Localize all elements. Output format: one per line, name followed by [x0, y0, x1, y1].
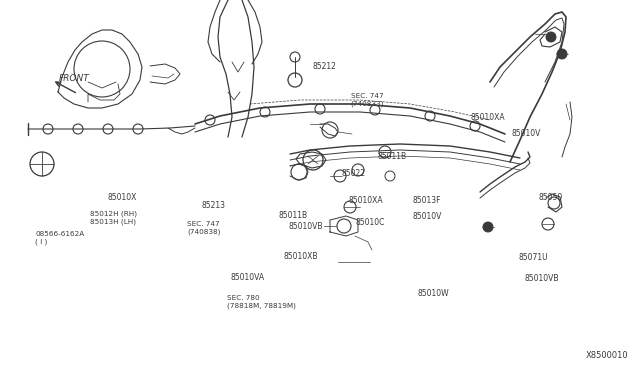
Text: 85010C: 85010C: [355, 218, 385, 227]
Text: 85010XA: 85010XA: [470, 113, 505, 122]
Text: FRONT: FRONT: [59, 74, 90, 83]
Circle shape: [557, 49, 567, 59]
Text: 85010W: 85010W: [417, 289, 449, 298]
Text: SEC. 747
(740833): SEC. 747 (740833): [351, 93, 384, 108]
Text: 85010X: 85010X: [108, 193, 137, 202]
Text: 85010XB: 85010XB: [284, 252, 318, 261]
Text: 85010XA: 85010XA: [348, 196, 383, 205]
Text: 85071U: 85071U: [518, 253, 548, 262]
Circle shape: [546, 32, 556, 42]
Text: 85010V: 85010V: [512, 129, 541, 138]
Text: 85010VA: 85010VA: [230, 273, 264, 282]
Circle shape: [483, 222, 493, 232]
Text: 85050: 85050: [539, 193, 563, 202]
Text: 85012H (RH)
85013H (LH): 85012H (RH) 85013H (LH): [90, 211, 136, 225]
Text: X8500010: X8500010: [586, 351, 628, 360]
Text: 85011B: 85011B: [378, 153, 407, 161]
Text: 85213: 85213: [202, 201, 226, 210]
Text: 08566-6162A
( I ): 08566-6162A ( I ): [35, 231, 84, 245]
Text: SEC. 780
(78818M, 78819M): SEC. 780 (78818M, 78819M): [227, 295, 296, 309]
Text: 85013F: 85013F: [413, 196, 442, 205]
Text: SEC. 747
(740838): SEC. 747 (740838): [187, 221, 220, 235]
Text: 85212: 85212: [312, 62, 336, 71]
Text: 85010VB: 85010VB: [289, 222, 323, 231]
Text: 85010VB: 85010VB: [525, 274, 559, 283]
Text: 85010V: 85010V: [413, 212, 442, 221]
Text: 85011B: 85011B: [278, 211, 308, 219]
Text: 85022: 85022: [341, 169, 365, 178]
